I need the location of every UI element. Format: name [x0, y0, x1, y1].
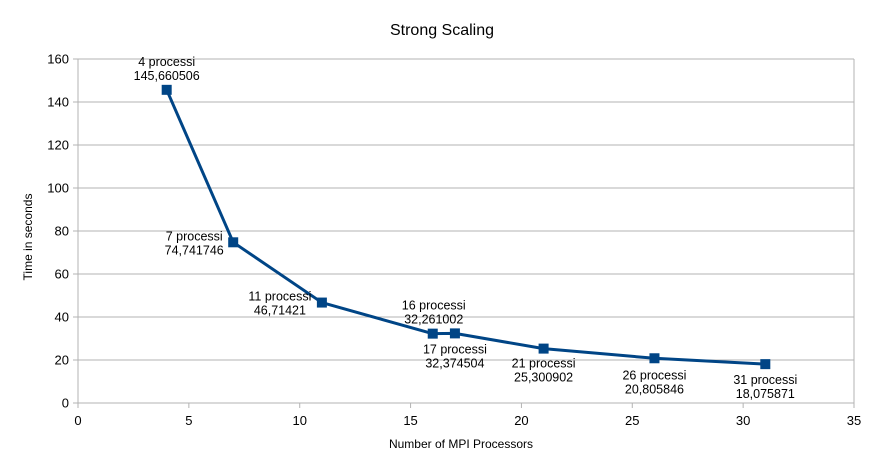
chart-title: Strong Scaling: [390, 22, 494, 39]
x-tick-label: 25: [625, 413, 639, 428]
data-label-17: 17 processi 32,374504: [423, 342, 487, 370]
y-tick-label: 80: [55, 224, 69, 239]
x-tick-label: 0: [74, 413, 81, 428]
series-line: [165, 89, 766, 366]
x-tick-label: 30: [736, 413, 750, 428]
data-label-4: 4 processi 145,660506: [134, 55, 200, 83]
grid-lines: [78, 58, 854, 404]
data-label-21: 21 processi 25,300902: [512, 357, 576, 385]
data-point-4: [161, 84, 172, 95]
x-tick-label: 35: [847, 413, 861, 428]
data-label-11: 11 processi 46,71421: [248, 290, 311, 318]
y-axis-label: Time in seconds: [21, 194, 35, 281]
y-tick-label: 40: [55, 310, 69, 325]
data-label-31: 31 processi 18,075871: [733, 373, 797, 401]
y-tick-label: 0: [62, 396, 69, 411]
series: [161, 84, 771, 370]
data-label-16: 16 processi 32,261002: [402, 299, 466, 327]
x-tick-label: 20: [514, 413, 528, 428]
data-point-16: [427, 328, 438, 339]
x-tick-label: 15: [403, 413, 417, 428]
data-labels: 4 processi 145,660506 7 processi 74,741746 1…: [134, 55, 798, 401]
data-point-11: [316, 297, 327, 308]
y-tick-labels: 0 20 40 60 80 100 120 140 160: [47, 52, 69, 411]
x-tick-label: 5: [185, 413, 192, 428]
x-tick-labels: 0 5 10 15 20 25 30 35: [74, 413, 861, 428]
y-tick-label: 140: [47, 95, 69, 110]
data-point-7: [228, 237, 239, 248]
x-tick-label: 10: [292, 413, 306, 428]
y-tick-label: 160: [47, 52, 69, 67]
y-tick-label: 20: [55, 353, 69, 368]
data-label-7: 7 processi 74,741746: [165, 229, 224, 257]
data-point-17: [449, 328, 460, 339]
data-point-21: [538, 343, 549, 354]
y-tick-label: 100: [47, 181, 69, 196]
axes: [73, 58, 855, 408]
y-tick-label: 120: [47, 138, 69, 153]
data-label-26: 26 processi 20,805846: [622, 368, 686, 396]
data-point-26: [649, 353, 660, 364]
data-point-31: [760, 359, 771, 370]
y-tick-label: 60: [55, 267, 69, 282]
x-axis-label: Number of MPI Processors: [389, 437, 533, 451]
